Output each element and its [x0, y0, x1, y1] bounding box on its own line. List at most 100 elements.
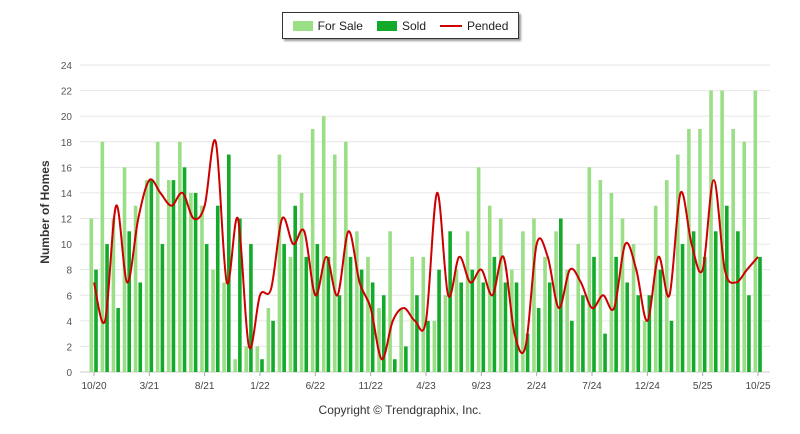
sold-bar: [138, 282, 143, 372]
sold-bar: [193, 192, 198, 372]
for-sale-bar: [89, 218, 94, 372]
sold-bar: [404, 346, 408, 372]
for-sale-bar: [532, 218, 536, 372]
for-sale-bar: [366, 256, 370, 372]
sold-bar: [592, 256, 596, 372]
sold-bar: [603, 333, 607, 372]
sold-bar: [260, 359, 264, 372]
sold-bar: [514, 282, 519, 372]
sold-bar: [393, 359, 397, 372]
sold-bar: [227, 154, 231, 372]
legend-item-for-sale[interactable]: For Sale: [292, 19, 363, 33]
sold-bar: [160, 244, 165, 372]
x-tick-label: 3/21: [140, 381, 160, 392]
sold-bar: [127, 231, 131, 372]
for-sale-bar: [742, 141, 747, 372]
sold-bar: [725, 205, 729, 372]
x-tick-label: 11/22: [359, 381, 384, 392]
for-sale-bar: [277, 154, 282, 372]
y-tick-label: 8: [66, 266, 72, 277]
pended-swatch: [440, 24, 462, 27]
sold-bar: [547, 282, 552, 372]
for-sale-bar: [211, 269, 215, 372]
for-sale-bar: [631, 244, 636, 372]
legend-item-pended[interactable]: Pended: [440, 19, 508, 33]
sold-bar: [381, 295, 386, 372]
x-tick-label: 5/25: [693, 381, 713, 392]
sold-bar: [636, 295, 641, 372]
for-sale-bar: [521, 231, 525, 372]
for-sale-bar: [399, 308, 403, 372]
copyright: Copyright © Trendgraphix, Inc.: [318, 403, 482, 417]
sold-bar: [448, 231, 452, 372]
for-sale-bar: [155, 141, 160, 372]
sold-bar: [149, 180, 154, 372]
sold-bar: [315, 244, 320, 372]
sold-bar: [736, 231, 740, 372]
sold-bar: [536, 308, 541, 372]
for-sale-bar: [178, 141, 182, 372]
sold-bar: [625, 282, 629, 372]
sold-bar: [492, 256, 497, 372]
x-tick-label: 12/24: [635, 381, 660, 392]
for-sale-bar: [664, 180, 669, 372]
x-tick-label: 1/22: [250, 381, 270, 392]
legend-label: Pended: [467, 18, 509, 33]
for-sale-bar: [299, 192, 304, 372]
x-tick-label: 4/23: [416, 381, 436, 392]
for-sale-bar: [465, 231, 470, 372]
sold-bar: [758, 256, 762, 372]
for-sale-bar: [111, 218, 116, 372]
sold-bar: [271, 320, 275, 372]
y-tick-label: 20: [61, 112, 73, 123]
for-sale-bar: [310, 128, 315, 372]
sold-bar: [171, 180, 176, 372]
y-tick-label: 2: [66, 342, 72, 353]
y-tick-label: 22: [61, 87, 73, 98]
y-tick-label: 18: [61, 138, 73, 149]
for-sale-bar: [454, 269, 459, 372]
for-sale-bar: [200, 205, 204, 372]
sold-bar: [293, 205, 297, 372]
x-tick-label: 2/24: [527, 381, 547, 392]
sold-bar: [282, 244, 286, 372]
sold-bar: [713, 231, 718, 372]
sold-bar: [370, 282, 375, 372]
for-sale-bar: [576, 244, 581, 372]
y-tick-label: 16: [61, 163, 73, 174]
sold-bar: [702, 256, 707, 372]
for-sale-bar: [443, 295, 448, 372]
sold-bar: [459, 282, 463, 372]
sold-bar: [669, 320, 674, 372]
sold-bar: [691, 231, 696, 372]
sold-bar: [304, 256, 309, 372]
for-sale-bar: [288, 256, 293, 372]
y-tick-label: 6: [66, 291, 72, 302]
for-sale-bar: [620, 218, 625, 372]
for-sale-bar: [233, 359, 237, 372]
sold-bar: [503, 282, 508, 372]
legend-item-sold[interactable]: Sold: [376, 19, 426, 33]
sold-bar: [215, 205, 220, 372]
pended-line: [93, 139, 759, 361]
for-sale-bar: [676, 154, 680, 372]
sold-bar: [680, 244, 685, 372]
sold-bar: [359, 269, 364, 372]
sold-bar: [337, 295, 342, 372]
sold-bar: [614, 256, 618, 372]
y-axis-label: Number of Homes: [38, 160, 52, 264]
for-sale-bar: [244, 346, 249, 372]
for-sale-bar: [731, 128, 735, 372]
x-tick-label: 10/25: [745, 381, 770, 392]
sold-bar: [570, 320, 574, 372]
for-sale-bar: [709, 90, 713, 372]
y-tick-label: 12: [61, 215, 73, 226]
for-sale-bar: [598, 180, 603, 372]
for-sale-bar: [100, 141, 105, 372]
x-tick-label: 6/22: [306, 381, 326, 392]
for-sale-bar: [487, 205, 492, 372]
x-tick-label: 10/20: [81, 381, 106, 392]
y-tick-label: 14: [61, 189, 73, 200]
for-sale-bar: [698, 128, 702, 372]
